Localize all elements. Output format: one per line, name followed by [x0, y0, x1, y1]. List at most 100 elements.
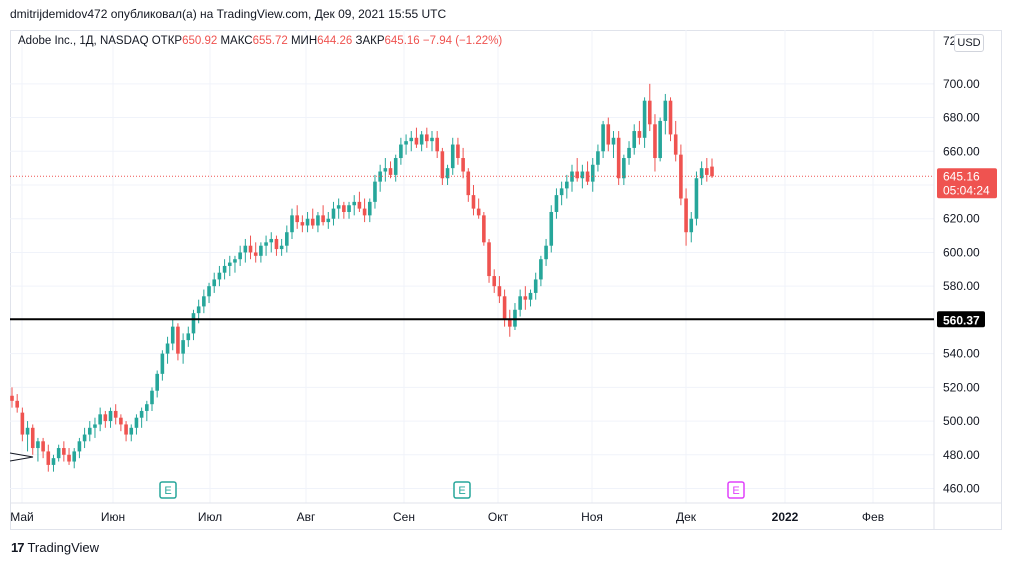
change-value: −7.94 (−1.22%)	[422, 35, 503, 47]
high-label: МАКС	[220, 35, 253, 47]
candle-body	[507, 319, 512, 327]
candle-body	[684, 198, 688, 233]
earnings-marker-icon[interactable]: E	[159, 481, 177, 499]
candle-body	[176, 326, 180, 354]
candle-body	[103, 414, 108, 422]
candle-body	[596, 151, 600, 165]
candle-body	[357, 201, 362, 209]
candle-body	[352, 201, 357, 206]
candle-body	[170, 326, 175, 344]
candle-body	[67, 454, 71, 462]
candle-body	[419, 134, 424, 145]
candle-body	[694, 178, 699, 219]
tradingview-brand[interactable]: 17 TradingView	[11, 540, 99, 555]
low-label: МИН	[290, 35, 318, 47]
candle-body	[279, 245, 284, 250]
candle-body	[705, 168, 709, 175]
earnings-marker-icon[interactable]: E	[453, 481, 471, 499]
candle-body	[227, 262, 232, 266]
candle-body	[637, 131, 642, 138]
publication-attribution: dmitrijdemidov472 опубликовал(а) на Trad…	[10, 7, 447, 21]
time-tick-label: 2022	[772, 510, 799, 524]
candle-body	[399, 144, 403, 159]
candle-body	[622, 158, 626, 179]
candle-body	[331, 208, 336, 219]
candle-body	[699, 168, 704, 179]
candle-body	[25, 427, 30, 435]
candle-body	[259, 245, 263, 256]
price-tick-label: 700.00	[943, 77, 980, 91]
candle-body	[425, 134, 429, 142]
candle-body	[611, 137, 616, 145]
candle-body	[663, 100, 668, 121]
svg-text:560.37: 560.37	[943, 313, 980, 327]
candle-body	[342, 205, 346, 212]
candle-series	[10, 83, 714, 472]
candle-body	[310, 218, 315, 226]
candle-body	[393, 158, 398, 175]
time-scale-ticks: Май Июн Июл Авг Сен Окт Ноя Дек 2022 Фев	[10, 510, 884, 524]
candle-body	[248, 245, 253, 253]
candle-body	[616, 137, 621, 179]
candle-body	[554, 195, 559, 212]
time-tick-label: Сен	[393, 510, 415, 524]
candle-body	[679, 154, 683, 199]
time-tick-label: Фев	[862, 510, 884, 524]
candle-body	[414, 137, 419, 145]
candle-body	[326, 218, 331, 223]
close-label: ЗАКР	[355, 35, 385, 47]
candle-body	[710, 166, 714, 177]
candle-body	[642, 100, 647, 138]
candle-body	[98, 414, 102, 425]
candle-body	[383, 168, 388, 172]
candle-body	[264, 242, 268, 246]
candle-body	[336, 205, 341, 209]
candle-body	[269, 238, 274, 243]
candle-body	[145, 404, 149, 411]
tradingview-logo-icon: 17	[11, 540, 25, 555]
candle-body	[347, 205, 351, 212]
price-tick-label: 460.00	[943, 482, 980, 496]
time-tick-label: Ноя	[581, 510, 603, 524]
candle-body	[378, 171, 382, 182]
candle-body	[533, 279, 538, 293]
current-price-label: 645.16 05:04:24	[937, 168, 997, 199]
candle-body	[658, 120, 662, 159]
candle-body	[673, 134, 678, 155]
candle-body	[10, 395, 14, 401]
candle-body	[20, 412, 25, 435]
candle-body	[186, 333, 191, 341]
candle-body	[222, 265, 227, 273]
candle-body	[165, 343, 170, 354]
price-scale-ticks: 700.00680.00660.00640.00620.00600.00580.…	[943, 77, 980, 496]
chart-frame[interactable]	[10, 30, 1002, 530]
candle-body	[150, 390, 154, 405]
svg-text:E: E	[732, 485, 739, 497]
candle-body	[601, 124, 605, 152]
price-tick-label: 580.00	[943, 279, 980, 293]
candle-body	[191, 313, 196, 334]
candle-body	[15, 400, 19, 408]
currency-button[interactable]: USD	[954, 34, 984, 52]
candle-body	[513, 309, 517, 327]
candle-body	[217, 272, 222, 280]
candle-body	[492, 276, 497, 287]
candle-body	[580, 171, 585, 179]
candle-body	[108, 410, 113, 422]
candle-body	[212, 279, 217, 287]
candle-body	[689, 218, 694, 233]
candle-body	[160, 353, 165, 374]
candle-body	[238, 252, 242, 260]
candle-body	[373, 181, 377, 202]
earnings-marker-icon[interactable]: E	[727, 481, 745, 499]
symbol-name: Adobe Inc., 1Д, NASDAQ	[18, 35, 149, 47]
candle-body	[476, 208, 481, 216]
candle-body	[440, 151, 445, 179]
candle-body	[606, 124, 611, 145]
candle-body	[502, 296, 507, 320]
candle-body	[549, 211, 554, 246]
time-tick-label: Окт	[488, 510, 509, 524]
open-value: 650.92	[182, 35, 218, 47]
